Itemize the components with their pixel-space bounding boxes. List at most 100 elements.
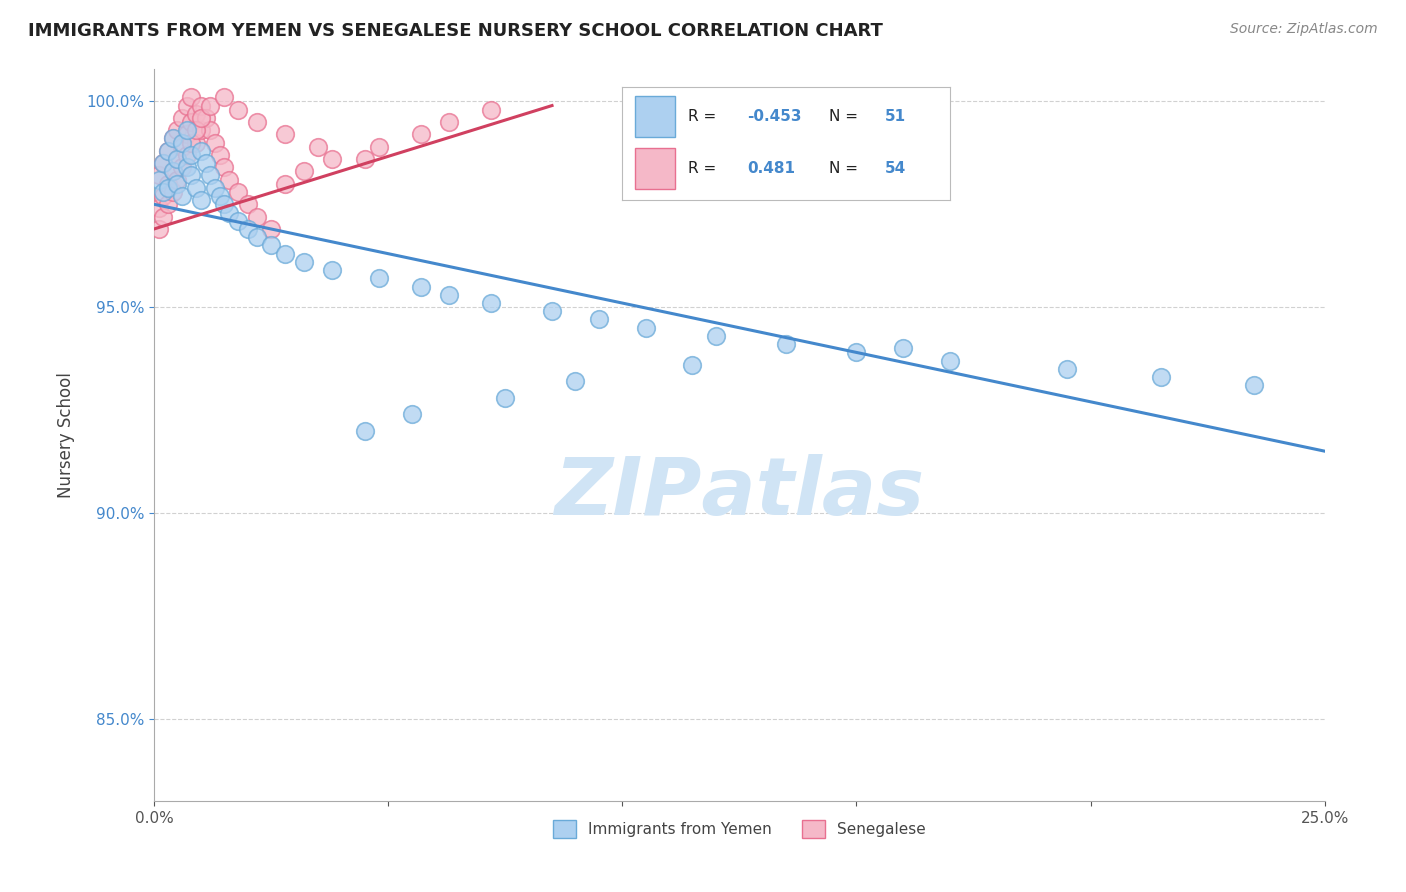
Point (148, 172, 170, 186)
Point (186, 107, 208, 121)
Point (172, 136, 194, 150)
Point (162, 164, 184, 178)
Text: IMMIGRANTS FROM YEMEN VS SENEGALESE NURSERY SCHOOL CORRELATION CHART: IMMIGRANTS FROM YEMEN VS SENEGALESE NURS… (28, 22, 883, 40)
Point (307, 139, 329, 153)
Point (180, 148, 202, 162)
Point (226, 185, 249, 199)
Point (157, 197, 180, 211)
Point (166, 177, 188, 191)
Point (246, 230, 269, 244)
Point (180, 90, 202, 104)
Point (172, 161, 194, 175)
Point (166, 152, 188, 166)
Point (190, 193, 212, 207)
Point (190, 98, 212, 112)
Point (152, 156, 174, 170)
Point (891, 341, 914, 355)
Point (172, 189, 194, 203)
Point (437, 288, 460, 302)
Point (218, 205, 240, 219)
Legend: Immigrants from Yemen, Senegalese: Immigrants from Yemen, Senegalese (547, 814, 932, 845)
Point (186, 136, 208, 150)
Point (292, 255, 315, 269)
Point (157, 177, 180, 191)
Point (246, 210, 269, 224)
Point (226, 103, 249, 117)
Point (226, 213, 249, 227)
Point (186, 123, 208, 137)
Point (176, 128, 198, 142)
Point (157, 144, 180, 158)
Point (236, 222, 259, 236)
Text: ZIP​atlas: ZIP​atlas (554, 454, 924, 533)
Point (1243, 378, 1265, 392)
Point (1150, 370, 1173, 384)
Point (166, 152, 188, 166)
Point (176, 123, 198, 137)
Point (274, 177, 297, 191)
Point (194, 156, 217, 170)
Point (775, 337, 797, 351)
Point (190, 123, 212, 137)
Point (409, 279, 432, 293)
Point (321, 152, 343, 166)
Point (157, 181, 180, 195)
Point (176, 148, 198, 162)
Point (246, 115, 269, 129)
Point (682, 358, 704, 372)
Point (218, 172, 240, 186)
Point (401, 407, 423, 421)
Point (162, 131, 184, 145)
Point (274, 128, 297, 142)
Point (194, 111, 217, 125)
Point (479, 296, 502, 310)
Point (148, 202, 170, 216)
Point (212, 197, 235, 211)
Point (409, 128, 432, 142)
Point (162, 164, 184, 178)
Point (190, 111, 212, 125)
Point (845, 345, 868, 359)
Point (212, 161, 235, 175)
Y-axis label: Nursery School: Nursery School (58, 372, 75, 498)
Point (176, 98, 198, 112)
Point (200, 169, 222, 183)
Point (180, 136, 202, 150)
Point (172, 111, 194, 125)
Point (186, 181, 208, 195)
Point (180, 115, 202, 129)
Point (152, 189, 174, 203)
Point (1056, 362, 1078, 376)
Point (292, 164, 315, 178)
Text: Source: ZipAtlas.com: Source: ZipAtlas.com (1230, 22, 1378, 37)
Point (353, 152, 375, 166)
Point (152, 185, 174, 199)
Point (260, 222, 283, 236)
Point (200, 123, 222, 137)
Point (367, 139, 389, 153)
Point (152, 210, 174, 224)
Point (274, 246, 297, 260)
Point (180, 169, 202, 183)
Point (353, 424, 375, 438)
Point (437, 115, 460, 129)
Point (162, 185, 184, 199)
Point (212, 90, 235, 104)
Point (190, 144, 212, 158)
Point (208, 148, 231, 162)
Point (208, 189, 231, 203)
Point (260, 238, 283, 252)
Point (479, 103, 502, 117)
Point (494, 391, 516, 405)
Point (152, 156, 174, 170)
Point (157, 144, 180, 158)
Point (172, 139, 194, 153)
Point (162, 131, 184, 145)
Point (204, 181, 226, 195)
Point (200, 98, 222, 112)
Point (367, 271, 389, 285)
Point (236, 197, 259, 211)
Point (176, 161, 198, 175)
Point (148, 169, 170, 183)
Point (704, 329, 727, 343)
